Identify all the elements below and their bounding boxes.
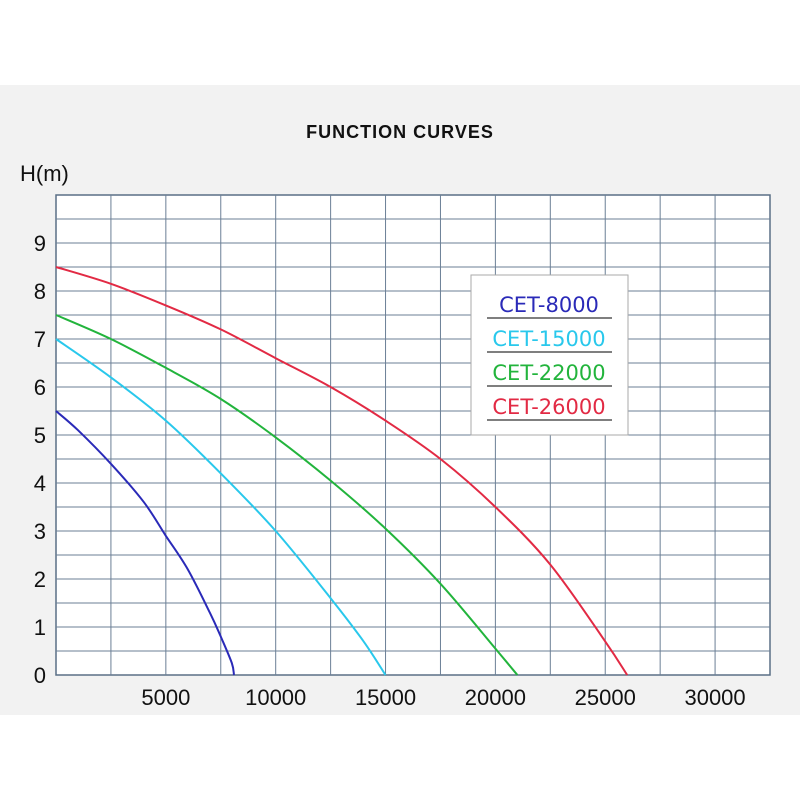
series-line-cet-26000 xyxy=(55,266,629,676)
y-tick-label: 2 xyxy=(34,567,46,592)
y-axis-label: H(m) xyxy=(20,161,69,186)
y-tick-label: 7 xyxy=(34,327,46,352)
grid xyxy=(55,194,771,676)
x-tick-label: 10000 xyxy=(245,685,306,710)
x-tick-label: 20000 xyxy=(465,685,526,710)
y-tick-label: 8 xyxy=(34,279,46,304)
series-line-cet-8000 xyxy=(55,410,235,676)
legend: CET-8000 CET-15000 CET-22000 CET-26000 xyxy=(470,274,629,436)
x-tick-label: 15000 xyxy=(355,685,416,710)
y-tick-label: 5 xyxy=(34,423,46,448)
legend-entry: CET-8000 xyxy=(499,293,599,317)
tick-labels: 5000 10000 15000 20000 25000 30000 0 1 2 3 4 5 6 7 8 9 xyxy=(34,231,746,710)
series-line-cet-22000 xyxy=(55,314,519,676)
legend-entry: CET-22000 xyxy=(492,361,605,385)
legend-box xyxy=(470,274,629,436)
function-curves-chart: FUNCTION CURVES H(m) 5000 10000 15000 20000… xyxy=(20,122,771,710)
x-tick-label: 5000 xyxy=(141,685,190,710)
x-tick-label: 30000 xyxy=(684,685,745,710)
y-tick-label: 4 xyxy=(34,471,46,496)
legend-entry: CET-26000 xyxy=(492,395,605,419)
series-lines xyxy=(55,266,629,676)
chart-background: FUNCTION CURVES H(m) 5000 10000 15000 20000… xyxy=(0,85,800,715)
y-tick-label: 1 xyxy=(34,615,46,640)
chart-title: FUNCTION CURVES xyxy=(306,122,494,142)
series-line-cet-15000 xyxy=(55,338,387,676)
y-tick-label: 3 xyxy=(34,519,46,544)
y-tick-label: 9 xyxy=(34,231,46,256)
x-tick-label: 25000 xyxy=(575,685,636,710)
y-tick-label: 0 xyxy=(34,663,46,688)
legend-entry: CET-15000 xyxy=(492,327,605,351)
y-tick-label: 6 xyxy=(34,375,46,400)
